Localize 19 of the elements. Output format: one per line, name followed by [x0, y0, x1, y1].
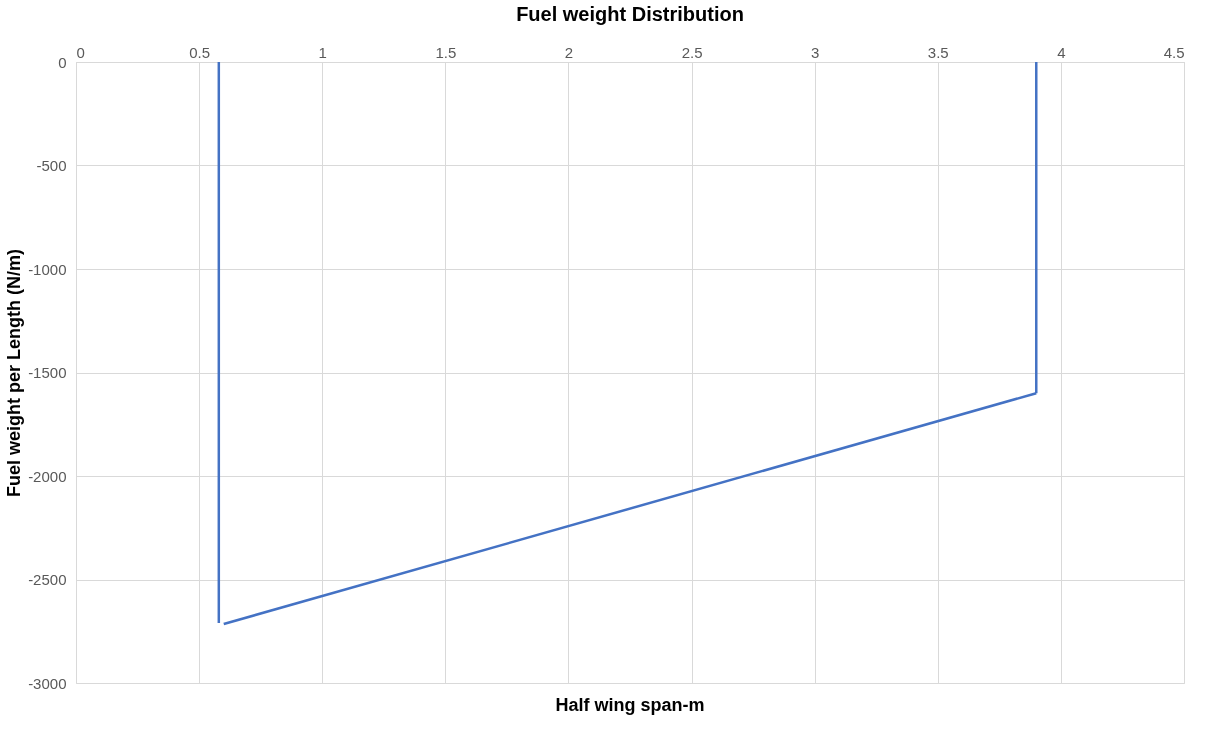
- x-tick-label: 3: [810, 43, 820, 61]
- x-tick-label: 3.5: [927, 43, 949, 61]
- y-axis-title: Fuel weight per Length (N/m): [4, 249, 25, 497]
- chart-title: Fuel weight Distribution: [516, 3, 744, 25]
- x-tick-label: 0.5: [189, 43, 211, 61]
- x-tick-label: 0: [76, 43, 85, 61]
- y-tick-label: -1000: [28, 260, 67, 278]
- x-tick-label: 4: [1057, 43, 1066, 61]
- x-tick-label: 2: [564, 43, 574, 61]
- x-tick-label: 1.5: [435, 43, 457, 61]
- y-tick-label: -2000: [28, 467, 67, 485]
- x-tick-label: 2.5: [681, 43, 703, 61]
- x-tick-label: 4.5: [1163, 43, 1185, 61]
- x-tick-label: 1: [318, 43, 327, 61]
- y-tick-label: -500: [36, 157, 67, 174]
- y-tick-label: -3000: [28, 674, 67, 692]
- y-tick-label: -1500: [28, 364, 67, 381]
- x-axis-title: Half wing span-m: [555, 695, 705, 715]
- y-tick-label: -2500: [28, 571, 67, 588]
